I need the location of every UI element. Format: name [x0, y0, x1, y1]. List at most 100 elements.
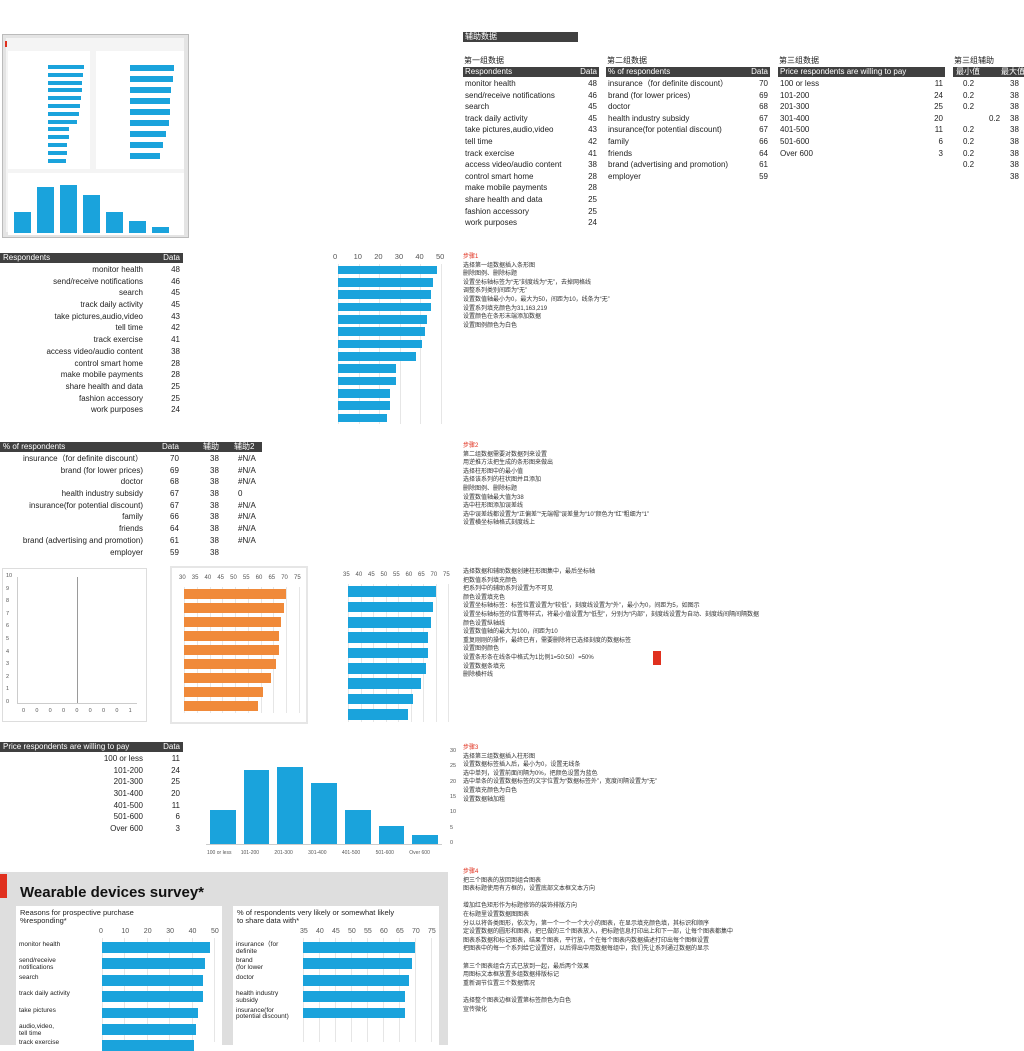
bar [303, 1007, 406, 1019]
table-row: brand (advertising and promotion) 61 38 #N/… [0, 535, 262, 547]
x-tick-label: 50 [348, 928, 356, 935]
table-row: 201-300 25 [778, 101, 945, 113]
bar [102, 942, 210, 953]
table-cell-label: doctor [120, 477, 143, 487]
left-table-a-body: monitor health 48 send/receive notificatio… [0, 264, 183, 416]
note-line: 把三个图表的放回到组合图表 [463, 877, 542, 884]
x-tick-label: 0 [62, 708, 66, 714]
table-cell-label: Over 600 [780, 148, 813, 158]
left-table-b-body: insurance（for definite discount） 70 38 #N/A… [0, 453, 262, 558]
x-tick-label: 0 [88, 708, 92, 714]
thumb-bar [48, 65, 85, 69]
x-tick-label: 201-300 [274, 850, 293, 856]
table-cell-value: 6 [938, 136, 943, 146]
table-row: 38 0.2 [953, 113, 1024, 125]
table-cell-value: 28 [171, 370, 180, 380]
table2-header-col2: Data [751, 67, 768, 76]
note-line: 设置图例颜色为白色 [463, 322, 518, 329]
note-line: 第二组数据需要对数据列来设置 [463, 451, 548, 458]
left-table-c-header: Price respondents are willing to pay Dat… [0, 742, 183, 752]
table-cell-value: 69 [759, 90, 768, 100]
table-cell-label: track daily activity [80, 300, 143, 310]
bar [184, 589, 287, 599]
table-row: 0.2 38 [953, 136, 1024, 148]
table-cell-label: health industry subsidy [61, 489, 143, 499]
chart3-frame: 30 35 40 45 50 55 60 65 70 75 [170, 566, 308, 724]
table-cell-label: family [608, 136, 629, 146]
gridline [169, 938, 171, 1042]
note-line: 选择柱形图中的最小值 [463, 468, 524, 475]
table-cell-aux2: #N/A [238, 535, 256, 545]
bar [338, 302, 431, 312]
table-cell-label: monitor health [465, 79, 516, 88]
x-tick-label: 40 [316, 928, 324, 935]
table-cell-value: 28 [171, 358, 180, 368]
note-line: 设置坐标轴标签：标签位置设置为“较低”，刻度线设置为“外”，最小为0，间距为5，… [463, 603, 700, 610]
table-cell-max: 38 [1010, 160, 1019, 170]
table-cell-label: 301-400 [113, 789, 143, 799]
bar [338, 376, 396, 386]
table-cell-value: 24 [171, 405, 180, 415]
table-cell-aux: 38 [210, 477, 219, 487]
thumb-col [106, 211, 123, 233]
table-cell-aux: 38 [210, 547, 219, 557]
note-line: 设置颜色在条形末端添加数据 [463, 314, 542, 321]
gridline [415, 938, 416, 1042]
table-row: brand (advertising and promotion) 61 [606, 159, 770, 171]
table-cell-value: 38 [588, 160, 597, 170]
thumb-bar [130, 87, 172, 93]
table-cell-aux2: #N/A [238, 477, 256, 487]
x-tick-label: 70 [430, 572, 438, 578]
table-cell-label: 401-500 [780, 125, 810, 135]
table-cell-label: 401-500 [113, 800, 143, 810]
bar [338, 327, 425, 336]
note-line: 删除横杆线 [463, 672, 494, 679]
bar [184, 603, 284, 613]
note-line: 调整系列类别间距为“无” [463, 288, 527, 295]
note-line: 分以以将各类图形，依次为，第一个一个一个大小的图表，在显示填充颜色填，其标识和顺… [463, 920, 710, 927]
table-cell-value: 46 [171, 276, 180, 286]
chart1-frame: 0 10 20 30 40 50 [333, 246, 448, 426]
table-cell-label: work purposes [465, 218, 518, 228]
note-line: 步骤3 [463, 745, 479, 751]
x-tick-label: 10 [121, 928, 130, 935]
x-tick-label: 55 [242, 575, 250, 581]
table-cell-label: 101-200 [780, 90, 810, 100]
thumb-panel [8, 51, 90, 169]
table-cell-value: 68 [759, 102, 768, 112]
y-tick-label: 3 [6, 661, 10, 668]
table-cell-label: friends [608, 148, 633, 158]
note-line: 步骤1 [463, 254, 479, 260]
table-cell-label: 501-600 [113, 812, 143, 822]
table-cell-value: 45 [588, 102, 597, 112]
table-cell-label: friends [118, 524, 143, 534]
table-row: search 45 [0, 287, 183, 299]
note-line: 把图表中的每一个系列给它设置好，以后得出中用数据每组中，我们先让系列通过数据的显… [463, 946, 710, 953]
x-tick-label: 1 [128, 708, 132, 714]
table4-header: 最小值 最大值 [953, 67, 1024, 77]
note-line: 选择整个图表边框设置第标签颜色为白色 [463, 997, 572, 1004]
note-line: 设置数值轴最小为0，最大为50，间距为10，线条为“无” [463, 296, 610, 303]
note-line: 设置数据轴加粗 [463, 796, 506, 803]
bar-label: insurance（for definite [236, 941, 279, 955]
table-cell-max: 38 [1010, 113, 1019, 123]
note-line [463, 894, 733, 903]
table-cell-value: 68 [170, 477, 179, 487]
thumb-bar [130, 109, 170, 115]
y-tick-label: 0 [450, 840, 454, 846]
x-tick-label: 20 [143, 928, 152, 935]
table-row: family 66 [606, 136, 770, 148]
table-cell-label: send/receive notifications [465, 90, 555, 100]
y-tick-label: 5 [450, 824, 454, 831]
notes-step2b: 选择数据和辅助数据创建柱形图集中，最后坐标轴 把数值系列填充颜色 把系列中的辅助系列… [463, 568, 759, 680]
red-marker [653, 651, 661, 665]
thumb-col [37, 186, 54, 233]
table-cell-value: 25 [171, 381, 180, 391]
x-tick-label: 30 [166, 928, 174, 935]
note-line: 设置数值轴的最大为100，间距为10 [463, 629, 558, 636]
gridline [351, 938, 352, 1042]
bar-label: search [19, 973, 39, 981]
table-cell-value: 66 [170, 512, 179, 522]
table-cell-value: 67 [759, 113, 768, 123]
table-cell-label: 301-400 [780, 113, 810, 123]
